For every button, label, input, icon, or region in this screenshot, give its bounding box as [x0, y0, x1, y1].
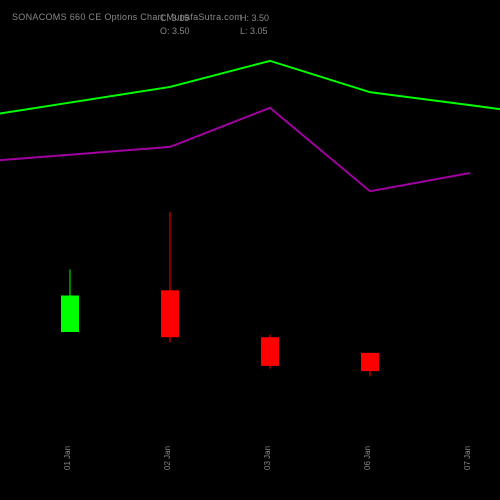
price-chart: 01 Jan 02 Jan 03 Jan 06 Jan 07 Jan: [0, 0, 500, 500]
candle: [161, 290, 179, 337]
candle: [61, 296, 79, 333]
candle: [261, 337, 279, 366]
x-tick-label: 07 Jan: [463, 446, 472, 470]
x-tick-label: 02 Jan: [163, 446, 172, 470]
candle: [361, 353, 379, 371]
x-tick-label: 01 Jan: [63, 446, 72, 470]
x-tick-label: 06 Jan: [363, 446, 372, 470]
x-tick-label: 03 Jan: [263, 446, 272, 470]
